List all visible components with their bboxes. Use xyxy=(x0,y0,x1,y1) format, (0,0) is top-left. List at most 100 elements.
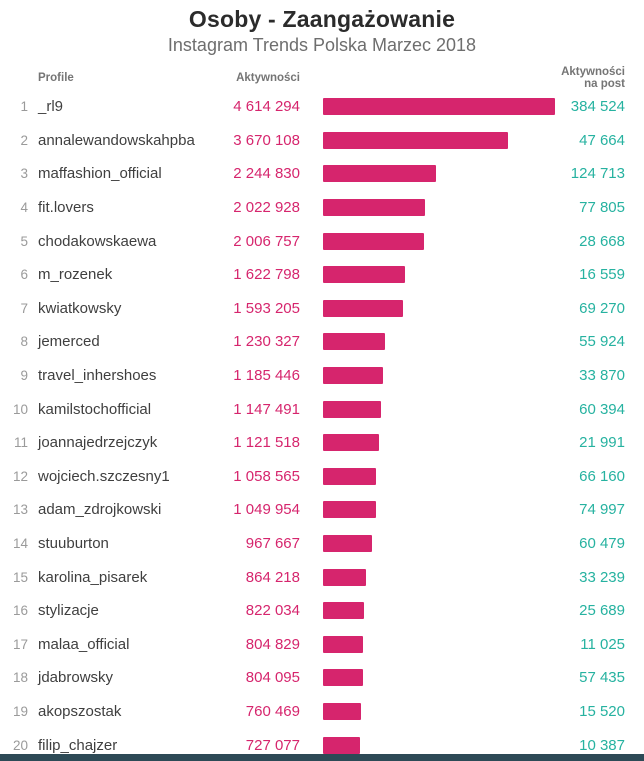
table-row: 9 travel_inhershoes 1 185 446 33 870 xyxy=(8,359,625,393)
row-activity-value: 2 244 830 xyxy=(233,165,300,183)
row-activity-per-post-value: 28 668 xyxy=(579,232,625,250)
table-row: 17 malaa_official 804 829 11 025 xyxy=(8,628,625,662)
row-rank: 20 xyxy=(12,737,28,753)
row-bar-track xyxy=(300,299,555,317)
row-activity-value: 804 829 xyxy=(245,635,300,653)
header-activity-per-post: Aktywności na post xyxy=(561,66,625,90)
table-row: 7 kwiatkowsky 1 593 205 69 270 xyxy=(8,292,625,326)
activity-bar xyxy=(323,232,424,250)
row-profile-name: karolina_pisarek xyxy=(38,568,148,586)
table-row: 14 stuuburton 967 667 60 479 xyxy=(8,527,625,561)
row-profile-name: stylizacje xyxy=(38,602,99,620)
row-profile-name: chodakowskaewa xyxy=(38,232,157,250)
table-row: 16 stylizacje 822 034 25 689 xyxy=(8,594,625,628)
row-rank: 10 xyxy=(12,401,28,417)
row-bar-track xyxy=(300,98,555,116)
row-bar-track xyxy=(300,635,555,653)
row-profile-name: travel_inhershoes xyxy=(38,367,157,385)
row-bar-track xyxy=(300,367,555,385)
row-rank: 8 xyxy=(20,334,28,350)
row-activity-per-post-value: 21 991 xyxy=(579,434,625,452)
row-bar-track xyxy=(300,333,555,351)
row-activity-per-post-value: 47 664 xyxy=(579,131,625,149)
table-row: 13 adam_zdrojkowski 1 049 954 74 997 xyxy=(8,493,625,527)
row-activity-per-post-value: 60 394 xyxy=(579,400,625,418)
table-row: 19 akopszostak 760 469 15 520 xyxy=(8,695,625,729)
table-row: 4 fit.lovers 2 022 928 77 805 xyxy=(8,191,625,225)
row-activity-value: 1 185 446 xyxy=(233,367,300,385)
table-header-row: Profile Aktywności Aktywności na post xyxy=(8,66,625,90)
ranking-table: Profile Aktywności Aktywności na post 1 … xyxy=(0,56,644,761)
row-activity-per-post-value: 33 870 xyxy=(579,367,625,385)
row-rank: 6 xyxy=(20,267,28,283)
row-rank: 3 xyxy=(20,166,28,182)
row-activity-value: 1 147 491 xyxy=(233,400,300,418)
activity-bar xyxy=(323,199,425,217)
row-activity-per-post-value: 69 270 xyxy=(579,299,625,317)
activity-bar xyxy=(323,131,508,149)
row-bar-track xyxy=(300,736,555,754)
row-rank: 16 xyxy=(12,603,28,619)
row-rank: 7 xyxy=(20,300,28,316)
activity-bar xyxy=(323,702,362,720)
activity-bar xyxy=(323,467,377,485)
row-bar-track xyxy=(300,602,555,620)
activity-bar xyxy=(323,501,376,519)
row-rank: 19 xyxy=(12,703,28,719)
row-rank: 13 xyxy=(12,502,28,518)
row-activity-value: 1 049 954 xyxy=(233,501,300,519)
row-rank: 4 xyxy=(20,200,28,216)
row-activity-value: 1 230 327 xyxy=(233,333,300,351)
activity-bar xyxy=(323,333,385,351)
row-rank: 14 xyxy=(12,536,28,552)
row-activity-value: 2 022 928 xyxy=(233,199,300,217)
row-activity-value: 727 077 xyxy=(245,736,300,754)
activity-bar xyxy=(323,367,383,385)
row-activity-per-post-value: 25 689 xyxy=(579,602,625,620)
row-profile-name: wojciech.szczesny1 xyxy=(38,467,170,485)
row-rank: 5 xyxy=(20,233,28,249)
row-rank: 1 xyxy=(20,99,28,115)
table-row: 6 m_rozenek 1 622 798 16 559 xyxy=(8,258,625,292)
row-activity-value: 822 034 xyxy=(245,602,300,620)
row-activity-per-post-value: 384 524 xyxy=(570,98,625,116)
activity-bar xyxy=(323,635,364,653)
activity-bar xyxy=(323,602,365,620)
row-activity-value: 2 006 757 xyxy=(233,232,300,250)
table-row: 2 annalewandowskahpba 3 670 108 47 664 xyxy=(8,124,625,158)
table-row: 5 chodakowskaewa 2 006 757 28 668 xyxy=(8,224,625,258)
table-row: 3 maffashion_official 2 244 830 124 713 xyxy=(8,157,625,191)
row-bar-track xyxy=(300,199,555,217)
activity-bar xyxy=(323,535,372,553)
row-bar-track xyxy=(300,266,555,284)
row-profile-name: jemerced xyxy=(38,333,100,351)
row-activity-per-post-value: 77 805 xyxy=(579,199,625,217)
row-profile-name: filip_chajzer xyxy=(38,736,118,754)
row-profile-name: maffashion_official xyxy=(38,165,162,183)
activity-bar xyxy=(323,434,380,452)
row-rank: 11 xyxy=(13,435,28,451)
activity-bar xyxy=(323,165,436,183)
row-activity-value: 1 121 518 xyxy=(233,434,300,452)
row-activity-value: 1 593 205 xyxy=(233,299,300,317)
row-rank: 12 xyxy=(12,468,28,484)
table-row: 12 wojciech.szczesny1 1 058 565 66 160 xyxy=(8,460,625,494)
page-subtitle: Instagram Trends Polska Marzec 2018 xyxy=(167,35,477,55)
row-activity-per-post-value: 16 559 xyxy=(579,266,625,284)
row-rank: 17 xyxy=(12,636,28,652)
row-profile-name: _rl9 xyxy=(38,98,64,116)
row-activity-value: 4 614 294 xyxy=(233,98,300,116)
activity-bar xyxy=(323,299,404,317)
row-profile-name: adam_zdrojkowski xyxy=(38,501,162,519)
header-profile: Profile xyxy=(38,72,74,84)
row-rank: 15 xyxy=(12,569,28,585)
row-activity-per-post-value: 60 479 xyxy=(579,535,625,553)
activity-bar xyxy=(323,568,367,586)
row-profile-name: malaa_official xyxy=(38,635,130,653)
row-activity-value: 1 622 798 xyxy=(233,266,300,284)
row-activity-per-post-value: 55 924 xyxy=(579,333,625,351)
row-profile-name: fit.lovers xyxy=(38,199,94,217)
row-profile-name: m_rozenek xyxy=(38,266,113,284)
row-activity-value: 3 670 108 xyxy=(233,131,300,149)
table-row: 10 kamilstochofficial 1 147 491 60 394 xyxy=(8,392,625,426)
